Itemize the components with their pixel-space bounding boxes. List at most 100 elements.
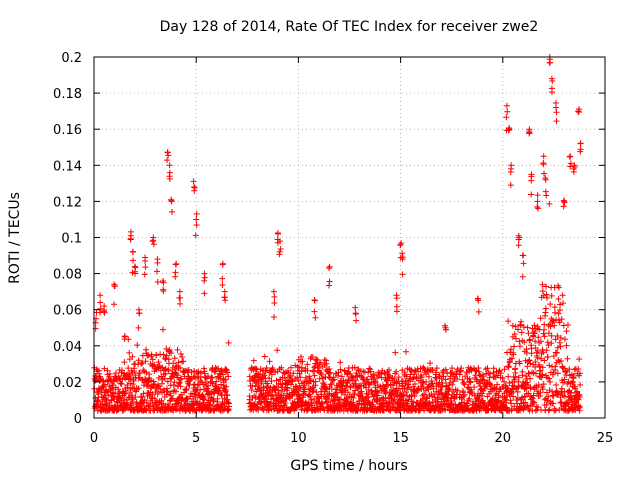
data-point (461, 391, 468, 398)
data-point-outlier (549, 77, 556, 84)
data-point (501, 378, 508, 385)
data-point (332, 390, 339, 397)
data-point-outlier (164, 149, 171, 156)
data-point (429, 367, 436, 374)
data-point (162, 370, 169, 377)
data-point (495, 392, 502, 399)
data-point-outlier (542, 174, 549, 181)
data-point (139, 359, 146, 366)
data-point (563, 328, 570, 335)
data-point (288, 377, 295, 384)
data-point (310, 368, 317, 375)
data-point (99, 398, 106, 405)
data-point (555, 284, 562, 291)
data-point (347, 370, 354, 377)
data-point (576, 407, 583, 414)
data-point (531, 322, 538, 329)
data-point (301, 388, 308, 395)
data-point (268, 377, 275, 384)
data-point-outlier (567, 153, 574, 160)
data-point (131, 368, 138, 375)
data-point (560, 379, 567, 386)
data-point (480, 373, 487, 380)
data-point (351, 364, 358, 371)
data-point-outlier (571, 163, 578, 170)
data-point-outlier (132, 264, 139, 271)
data-point (287, 406, 294, 413)
data-point (177, 351, 184, 358)
data-point-outlier (193, 216, 200, 223)
data-point (439, 380, 446, 387)
data-point (168, 396, 175, 403)
data-point (461, 399, 468, 406)
data-point (557, 301, 564, 308)
data-point (183, 395, 190, 402)
data-point-outlier (519, 252, 526, 259)
data-point (93, 374, 100, 381)
data-point (552, 407, 559, 414)
data-point-outlier (507, 169, 514, 176)
data-point-outlier (399, 271, 406, 278)
data-point (532, 338, 539, 345)
data-point (304, 367, 311, 374)
data-point (466, 375, 473, 382)
data-point (401, 385, 408, 392)
data-point (301, 382, 308, 389)
data-point (524, 324, 531, 331)
data-point-outlier (270, 288, 277, 295)
data-point-outlier (176, 288, 183, 295)
data-point (558, 358, 565, 365)
y-tick-label: 0.08 (53, 268, 82, 283)
data-point (302, 374, 309, 381)
data-point (555, 310, 562, 317)
data-point-outlier (127, 228, 134, 235)
data-point (454, 387, 461, 394)
data-point (149, 400, 156, 407)
data-point-outlier (121, 336, 128, 343)
data-point (571, 404, 578, 411)
data-point (569, 379, 576, 386)
data-point (338, 373, 345, 380)
data-point (174, 372, 181, 379)
data-point (528, 350, 535, 357)
data-point (224, 396, 231, 403)
data-point (547, 323, 554, 330)
y-axis-ticks: 0 0.02 0.04 0.06 0.08 0.1 0.12 0.14 0.16 0.18 0.2 (53, 51, 605, 427)
data-point (434, 398, 441, 405)
data-point (545, 375, 552, 382)
data-point (175, 400, 182, 407)
x-tick-label: 15 (392, 431, 409, 446)
data-point (576, 356, 583, 363)
data-point (347, 384, 354, 391)
data-point-outlier (528, 191, 535, 198)
data-point-outlier (221, 288, 228, 295)
data-point (199, 407, 206, 414)
data-point-outlier (222, 297, 229, 304)
data-point (543, 401, 550, 408)
y-tick-label: 0 (74, 412, 82, 427)
data-point (499, 393, 506, 400)
data-point-outlier (326, 278, 333, 285)
data-point (266, 402, 273, 409)
data-point (449, 381, 456, 388)
data-point (534, 323, 541, 330)
data-point (510, 351, 517, 358)
data-point (516, 360, 523, 367)
data-point (570, 375, 577, 382)
data-point (342, 385, 349, 392)
data-point-outlier (552, 100, 559, 107)
data-point (548, 332, 555, 339)
data-point (545, 330, 552, 337)
data-point (160, 400, 167, 407)
data-point (521, 339, 528, 346)
data-point (386, 373, 393, 380)
data-point-outlier (561, 199, 568, 206)
data-point (466, 395, 473, 402)
data-point (576, 394, 583, 401)
data-point (155, 383, 162, 390)
data-point (515, 384, 522, 391)
data-point (292, 362, 299, 369)
data-point (163, 352, 170, 359)
data-point-outlier (575, 109, 582, 116)
